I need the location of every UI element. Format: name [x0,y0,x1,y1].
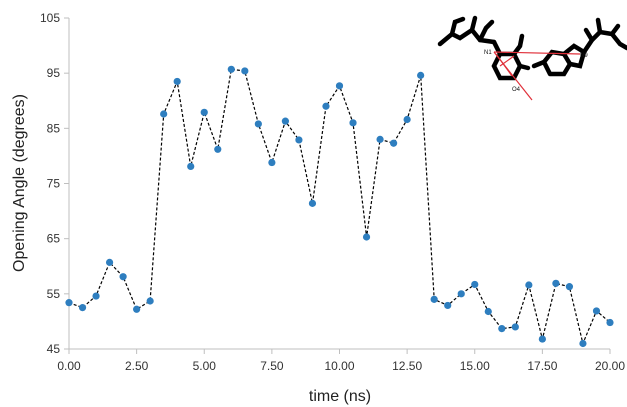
molecule-bonds [437,15,627,81]
data-point [403,115,411,124]
y-tick-label: 105 [40,11,60,25]
x-tick-label: 7.50 [260,359,284,373]
data-point [78,304,87,312]
data-point [552,279,560,287]
data-point [119,273,127,281]
data-point [187,162,195,170]
data-point [579,339,587,348]
x-axis-title: time (ns) [309,388,371,405]
x-tick-label: 12.50 [392,359,422,373]
data-point [322,102,330,110]
data-point [105,258,114,266]
data-point [362,233,371,241]
x-tick-group: 0.00 2.50 5.00 7.50 10.00 12.50 15.00 17.50 20.0… [57,349,625,373]
data-point [606,318,614,327]
data-point [268,158,276,167]
x-tick-label: 10.00 [324,359,354,373]
data-point [146,297,154,305]
data-point [200,108,208,116]
x-tick-label: 0.00 [57,359,81,373]
angle-vectors [493,51,581,101]
data-point [511,323,519,331]
data-point [349,119,357,127]
data-point [592,307,601,315]
data-points [65,65,614,348]
data-point [376,135,384,143]
x-tick-label: 15.00 [460,359,490,373]
data-point [254,120,262,128]
y-tick-group: 45 55 65 75 85 95 105 [40,11,69,356]
x-tick-label: 20.00 [595,359,625,373]
data-point [295,136,303,144]
data-point [565,283,574,291]
data-point [457,290,465,298]
data-point [444,301,452,310]
data-point [65,299,73,307]
x-tick-label: 17.50 [527,359,557,373]
atom-label-n1: N1 [484,50,492,56]
data-point [241,67,249,75]
atom-label-n9: N9 [580,53,588,59]
data-point [538,335,546,343]
molecule-inset: N1 N9 O4 [437,15,627,101]
y-tick-label: 85 [47,121,61,135]
data-point [484,307,492,316]
data-point [417,71,425,79]
y-tick-label: 75 [47,177,61,191]
data-point [133,305,141,313]
y-axis-title: Opening Angle (degrees) [11,94,28,272]
data-point [227,65,235,73]
data-point [525,281,533,289]
y-tick-label: 45 [47,342,61,356]
atom-label-o4: O4 [512,87,521,93]
x-tick-label: 2.50 [125,359,149,373]
data-point [471,280,479,289]
data-point [160,110,168,118]
data-point [92,292,100,300]
plot-area: 45 55 65 75 85 95 105 0.00 2.50 5.00 7.50 10.00 12.… [40,11,625,373]
data-point [335,82,344,90]
y-tick-label: 55 [47,287,61,301]
data-point [173,77,181,86]
data-point [281,117,289,125]
y-tick-label: 65 [47,232,61,246]
data-point [498,324,506,333]
y-tick-label: 95 [47,66,61,80]
data-point [214,145,222,153]
data-point [308,199,317,207]
data-point [430,295,438,303]
x-tick-label: 5.00 [193,359,217,373]
data-point [390,139,398,147]
